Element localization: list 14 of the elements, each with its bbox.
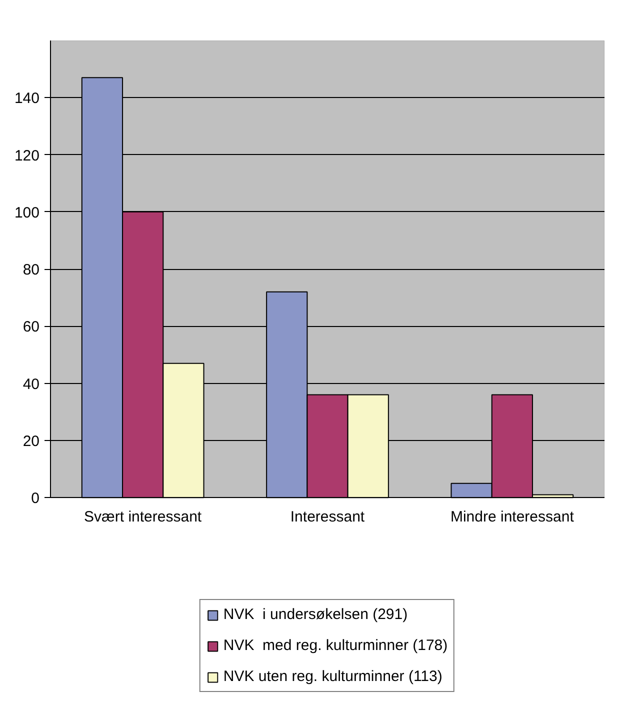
x-tick-label: Svært interessant: [84, 508, 202, 526]
legend-label: NVK i undersøkelsen (291): [223, 606, 408, 623]
y-tick-label: 20: [22, 433, 40, 450]
y-tick-label: 120: [14, 147, 40, 164]
y-tick-label: 60: [22, 318, 40, 336]
x-tick-label: Mindre interessant: [450, 508, 575, 526]
y-tick-label: 80: [22, 262, 40, 279]
y-tick-label: 40: [22, 376, 40, 393]
y-tick-label: 140: [14, 90, 40, 108]
x-tick-label: Interessant: [290, 508, 366, 526]
legend-label: NVK uten reg. kulturminner (113): [223, 668, 442, 685]
legend-label: NVK med reg. kulturminner (178): [223, 637, 448, 654]
y-tick-label: 0: [31, 490, 40, 508]
y-tick-label: 100: [14, 204, 40, 222]
